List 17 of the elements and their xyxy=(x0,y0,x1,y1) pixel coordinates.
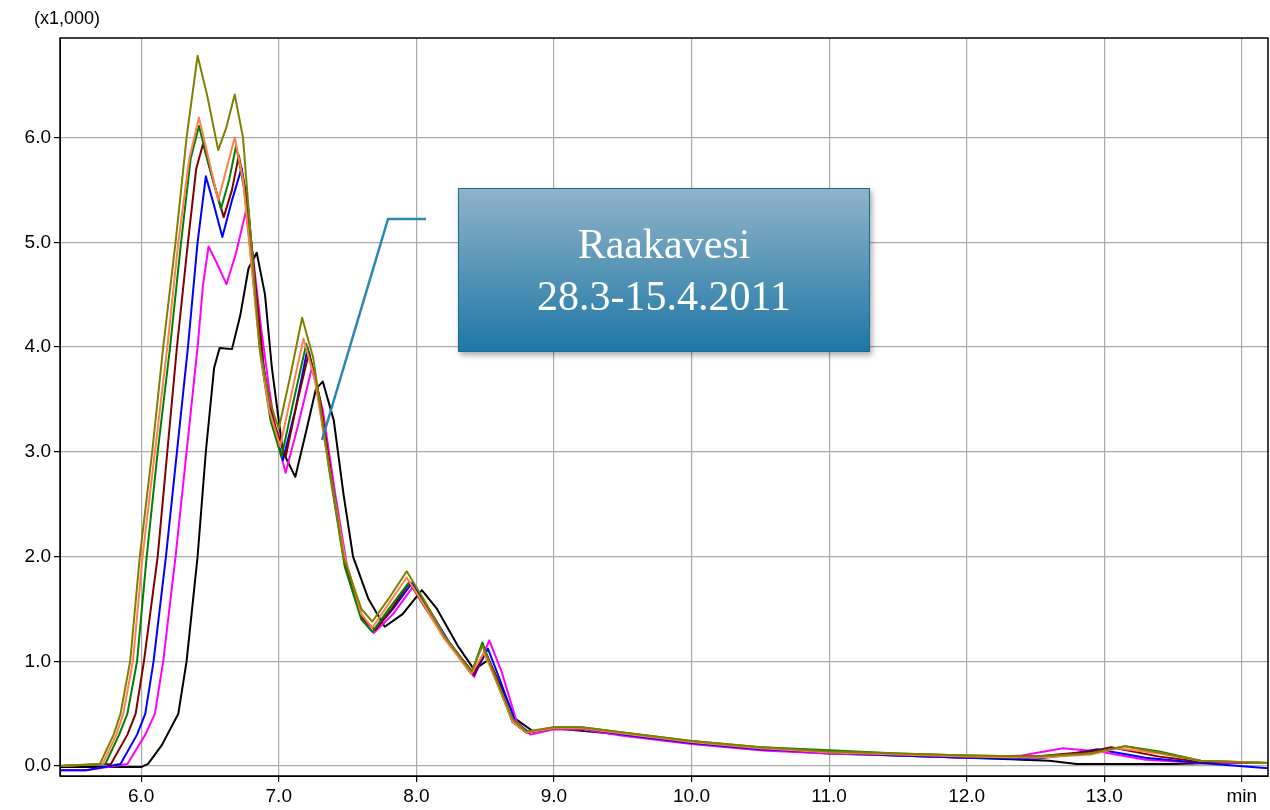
y-tick-label: 4.0 xyxy=(24,335,51,357)
y-tick-label: 6.0 xyxy=(24,125,51,147)
x-tick-label: 6.0 xyxy=(127,784,155,806)
y-axis-title: (x1,000) xyxy=(34,8,101,29)
x-tick-label: 10.0 xyxy=(673,784,711,806)
x-tick-label: 12.0 xyxy=(948,784,986,806)
x-tick-label: 7.0 xyxy=(265,784,292,806)
y-tick-label: 2.0 xyxy=(24,544,51,566)
x-tick-label: 9.0 xyxy=(540,784,568,806)
x-tick-label: 8.0 xyxy=(403,784,430,806)
x-tick-label: 13.0 xyxy=(1085,784,1123,806)
x-tick-label: min xyxy=(1226,784,1258,806)
y-tick-label: 1.0 xyxy=(24,649,51,671)
x-tick-label: 11.0 xyxy=(811,784,847,806)
y-tick-label: 0.0 xyxy=(24,754,51,776)
y-tick-label: 5.0 xyxy=(24,230,51,252)
y-tick-label: 3.0 xyxy=(24,440,51,462)
